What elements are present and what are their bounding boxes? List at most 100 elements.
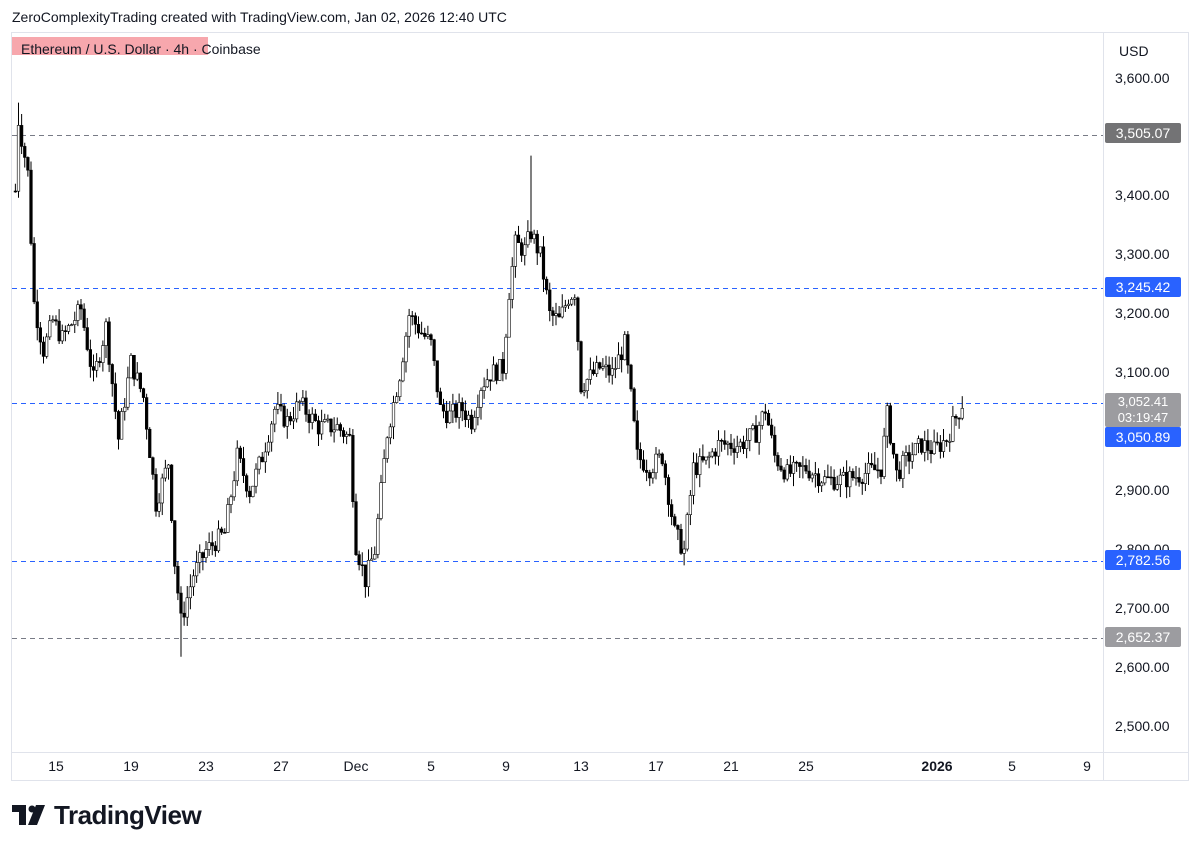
- candle-up[interactable]: [101, 345, 105, 363]
- candle-up[interactable]: [682, 548, 686, 554]
- candle-up[interactable]: [73, 320, 77, 325]
- candle-up[interactable]: [473, 417, 477, 430]
- candle-up[interactable]: [726, 442, 730, 445]
- candle-up[interactable]: [923, 440, 927, 453]
- candle-up[interactable]: [326, 418, 330, 421]
- candle-down[interactable]: [107, 321, 111, 365]
- candle-down[interactable]: [201, 552, 205, 558]
- candle-up[interactable]: [323, 419, 327, 423]
- candle-up[interactable]: [704, 456, 708, 461]
- candle-down[interactable]: [245, 475, 249, 492]
- candle-down[interactable]: [304, 397, 308, 415]
- candle-up[interactable]: [207, 542, 211, 550]
- candle-up[interactable]: [426, 334, 430, 337]
- candle-up[interactable]: [532, 233, 536, 240]
- candle-down[interactable]: [873, 464, 877, 471]
- candle-down[interactable]: [260, 456, 264, 463]
- candle-down[interactable]: [82, 308, 86, 328]
- candle-down[interactable]: [663, 463, 667, 478]
- candle-up[interactable]: [51, 319, 55, 322]
- candle-up[interactable]: [391, 402, 396, 428]
- candle-down[interactable]: [529, 231, 533, 240]
- candle-down[interactable]: [91, 366, 96, 371]
- candle-down[interactable]: [113, 383, 117, 412]
- candle-up[interactable]: [16, 125, 21, 192]
- candle-down[interactable]: [520, 242, 524, 256]
- candle-up[interactable]: [566, 303, 571, 306]
- candle-down[interactable]: [723, 440, 727, 445]
- candle-up[interactable]: [932, 441, 936, 455]
- candle-down[interactable]: [329, 418, 333, 433]
- candle-up[interactable]: [491, 364, 496, 382]
- candle-up[interactable]: [585, 379, 589, 392]
- candle-up[interactable]: [457, 402, 461, 418]
- candle-down[interactable]: [645, 469, 649, 473]
- candle-down[interactable]: [438, 391, 442, 405]
- candle-down[interactable]: [535, 233, 539, 254]
- candle-up[interactable]: [232, 480, 236, 498]
- candle-down[interactable]: [770, 424, 774, 436]
- candle-down[interactable]: [307, 414, 311, 423]
- candle-up[interactable]: [698, 456, 702, 475]
- candle-up[interactable]: [95, 361, 99, 371]
- candle-down[interactable]: [313, 413, 317, 421]
- candle-up[interactable]: [810, 474, 814, 479]
- candle-up[interactable]: [301, 397, 305, 402]
- candle-down[interactable]: [920, 438, 924, 453]
- candle-down[interactable]: [679, 529, 683, 554]
- candle-up[interactable]: [120, 411, 124, 440]
- candle-down[interactable]: [220, 528, 224, 533]
- candle-down[interactable]: [110, 364, 114, 385]
- candle-up[interactable]: [560, 306, 564, 318]
- candle-up[interactable]: [382, 458, 386, 483]
- candle-down[interactable]: [420, 332, 424, 335]
- candle-down[interactable]: [288, 416, 292, 422]
- candle-up[interactable]: [582, 390, 586, 393]
- candle-up[interactable]: [801, 465, 805, 467]
- candle-up[interactable]: [707, 455, 711, 458]
- candle-down[interactable]: [423, 332, 427, 337]
- candle-up[interactable]: [60, 330, 64, 342]
- candle-down[interactable]: [545, 278, 549, 291]
- candle-up[interactable]: [710, 451, 714, 457]
- candle-down[interactable]: [729, 442, 733, 449]
- candle-down[interactable]: [141, 388, 146, 398]
- candle-down[interactable]: [660, 453, 664, 465]
- candle-up[interactable]: [651, 472, 655, 479]
- candle-down[interactable]: [32, 243, 36, 303]
- candle-up[interactable]: [285, 416, 289, 427]
- candle-up[interactable]: [595, 362, 599, 375]
- candle-up[interactable]: [45, 336, 49, 357]
- candle-down[interactable]: [132, 355, 136, 380]
- candle-up[interactable]: [254, 468, 258, 487]
- candle-up[interactable]: [823, 476, 827, 484]
- candle-up[interactable]: [291, 418, 296, 422]
- candle-down[interactable]: [695, 462, 699, 475]
- candle-up[interactable]: [191, 575, 196, 588]
- candle-down[interactable]: [248, 490, 252, 497]
- candle-down[interactable]: [648, 472, 652, 479]
- candle-up[interactable]: [616, 354, 621, 369]
- candle-down[interactable]: [607, 364, 611, 376]
- candle-down[interactable]: [935, 441, 939, 444]
- candle-down[interactable]: [720, 440, 724, 442]
- candle-down[interactable]: [348, 433, 352, 436]
- candle-down[interactable]: [341, 430, 346, 437]
- candle-down[interactable]: [282, 405, 286, 427]
- candle-up[interactable]: [295, 401, 299, 420]
- candle-down[interactable]: [829, 476, 833, 479]
- candle-up[interactable]: [913, 443, 917, 456]
- candle-up[interactable]: [760, 411, 764, 426]
- candle-down[interactable]: [173, 520, 177, 567]
- candle-down[interactable]: [629, 364, 633, 390]
- candle-up[interactable]: [510, 266, 514, 300]
- candle-down[interactable]: [170, 464, 174, 521]
- candle-down[interactable]: [851, 471, 855, 479]
- candle-up[interactable]: [276, 404, 280, 410]
- candle-up[interactable]: [526, 231, 530, 246]
- candle-up[interactable]: [735, 446, 739, 453]
- candle-down[interactable]: [454, 403, 458, 418]
- candle-down[interactable]: [929, 450, 933, 455]
- candle-down[interactable]: [795, 461, 799, 464]
